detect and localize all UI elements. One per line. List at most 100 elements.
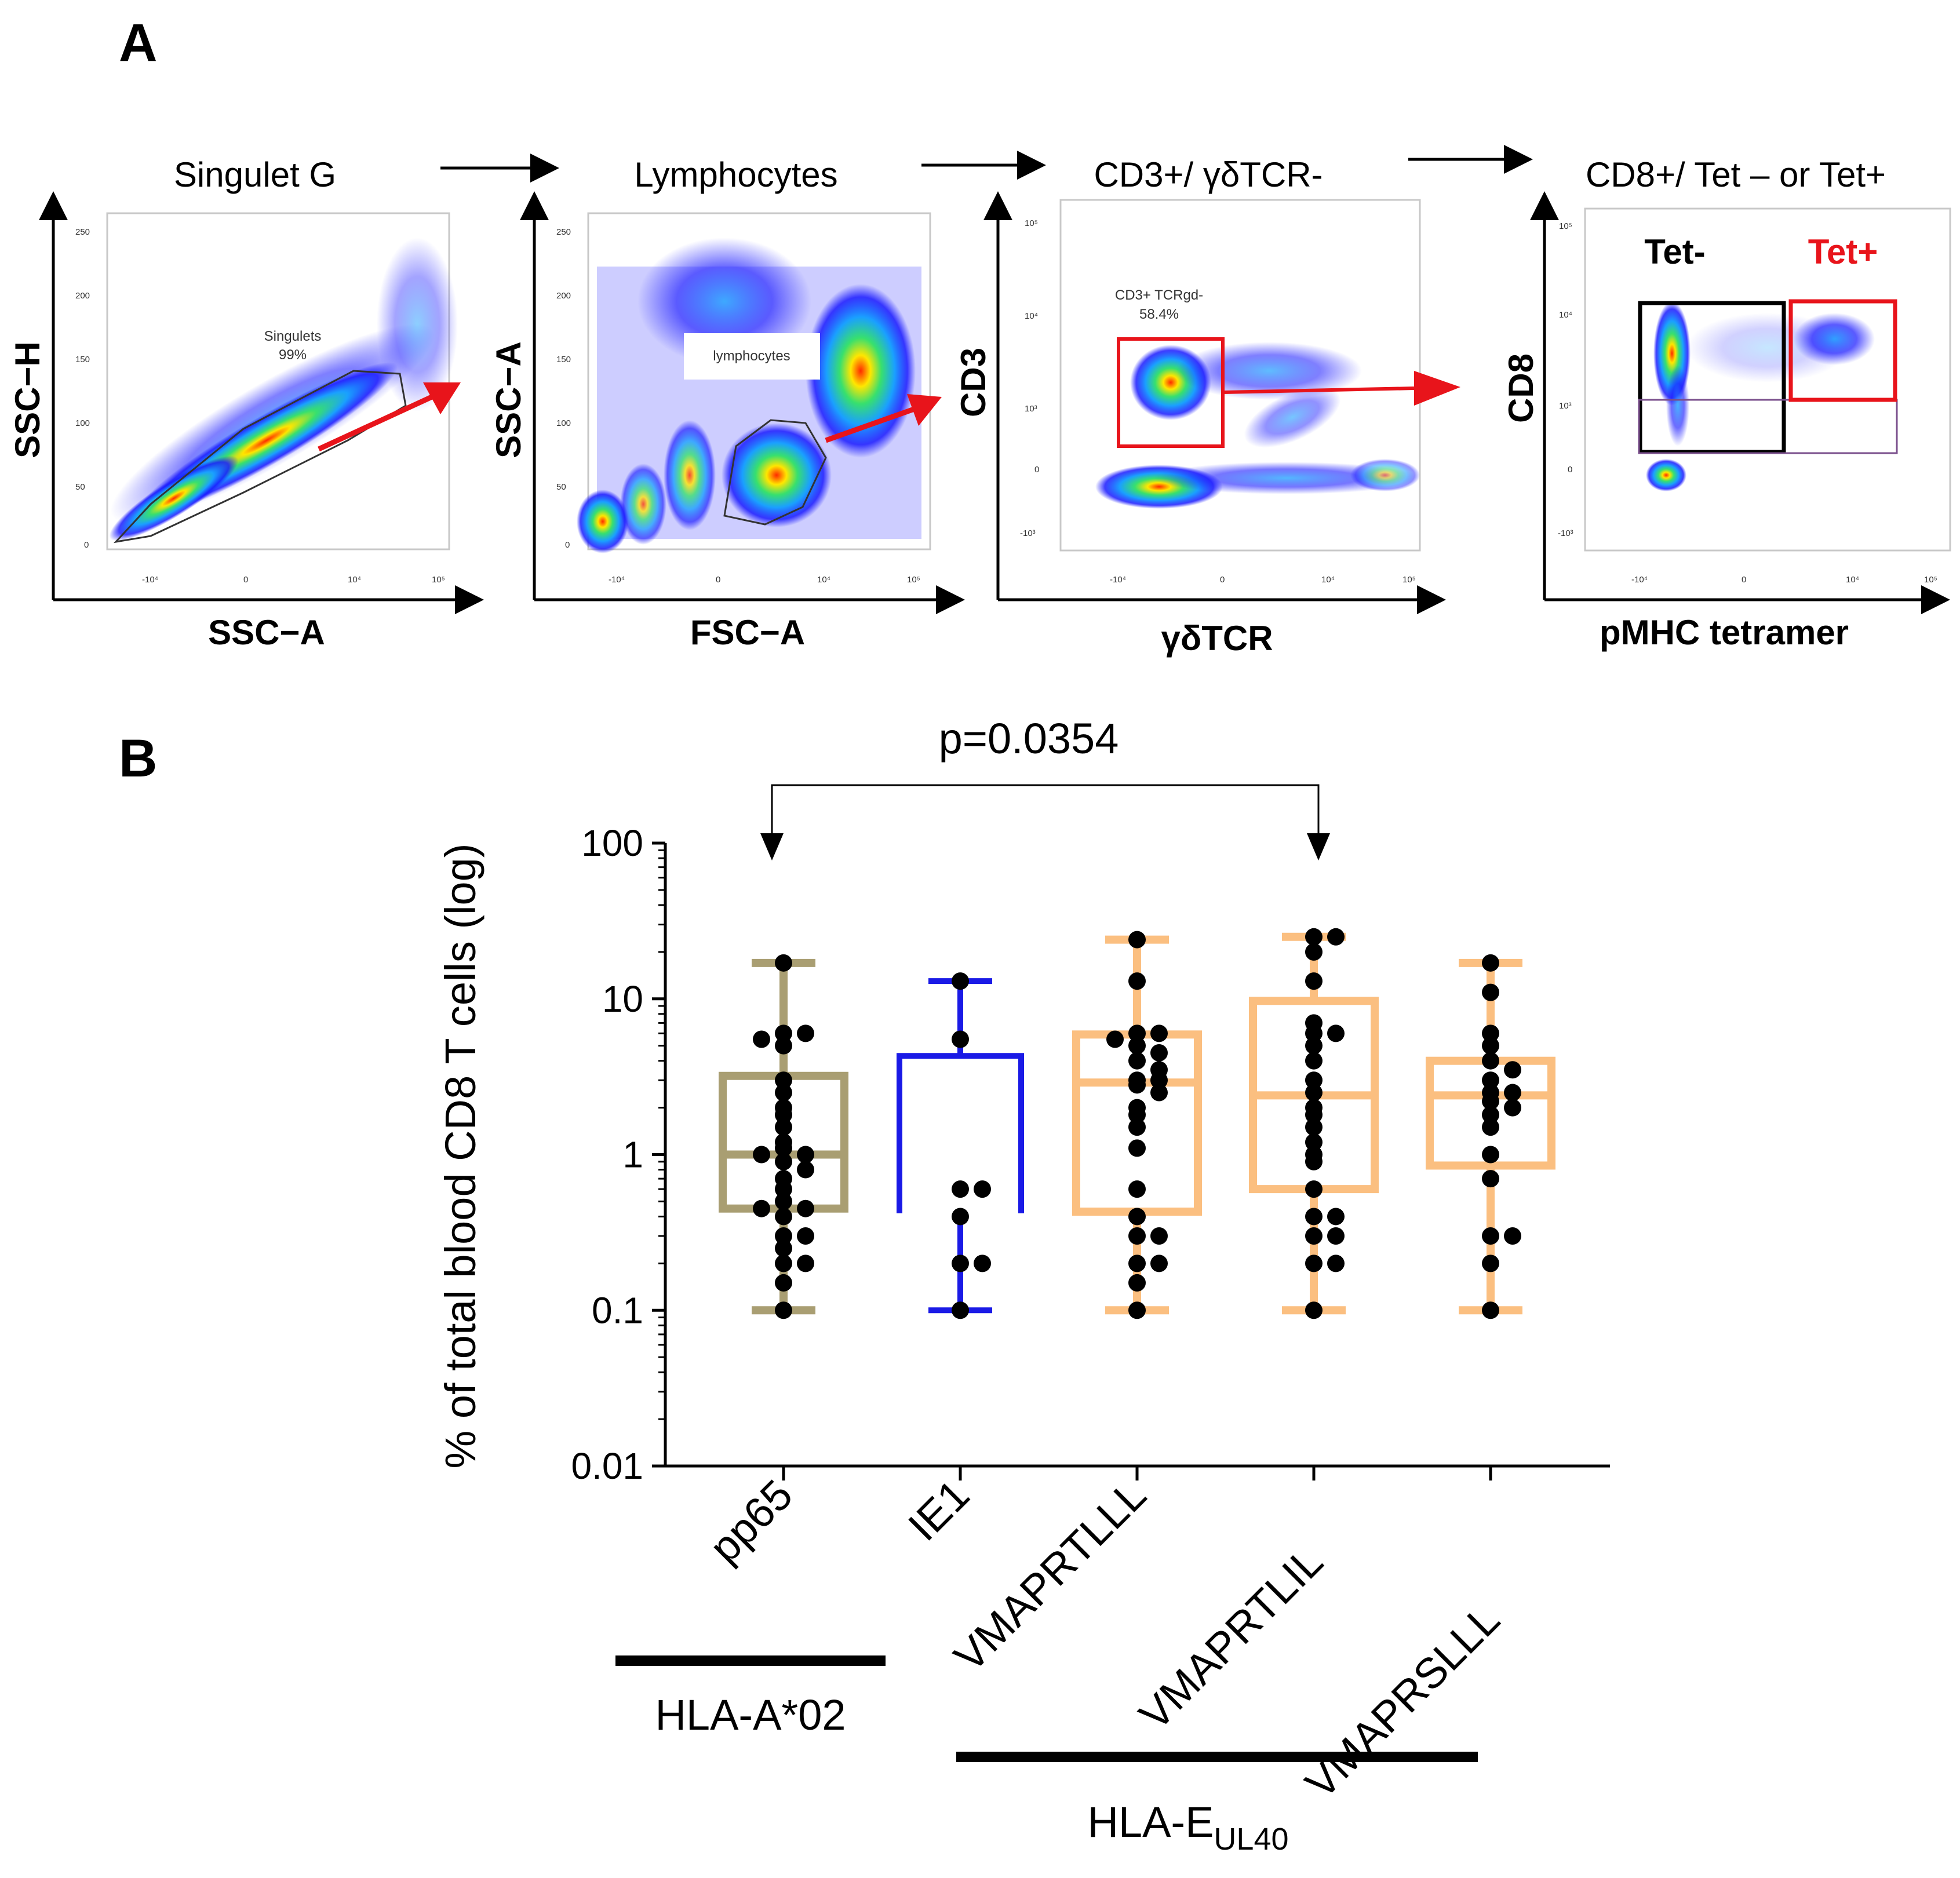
data-point bbox=[1150, 1227, 1168, 1245]
y-tick-label: 10 bbox=[602, 978, 643, 1020]
x-tick-label: VMAPRTLIL bbox=[1130, 1537, 1332, 1740]
data-point bbox=[775, 1274, 792, 1292]
x-axis-label: γδTCR bbox=[1161, 619, 1273, 658]
bracket-arrow-right bbox=[1307, 833, 1330, 860]
density-cloud bbox=[1646, 301, 1875, 491]
x-tick-label: pp65 bbox=[700, 1471, 802, 1572]
y-tick: 250 bbox=[75, 227, 90, 237]
data-point bbox=[1305, 943, 1323, 961]
flow-plot-singulets: Singulet G SSC−H SSC−A Singulets 99% -10… bbox=[8, 155, 484, 652]
p-value-label: p=0.0354 bbox=[939, 714, 1119, 763]
data-point bbox=[1128, 1024, 1146, 1042]
red-arrow-head bbox=[1414, 371, 1460, 406]
data-point bbox=[775, 1255, 792, 1272]
x-axis-label: pMHC tetramer bbox=[1600, 613, 1849, 652]
plot-title: Singulet G bbox=[174, 155, 336, 194]
density-cloud bbox=[577, 238, 921, 553]
density-cloud bbox=[109, 238, 458, 541]
y-tick: 10³ bbox=[1559, 401, 1572, 411]
data-point bbox=[1128, 1301, 1146, 1319]
data-point bbox=[1305, 1024, 1323, 1042]
y-axis-label: SSC−H bbox=[8, 341, 47, 458]
x-tick-label: IE1 bbox=[899, 1471, 978, 1550]
data-point bbox=[1504, 1227, 1521, 1245]
data-point bbox=[1128, 1227, 1146, 1245]
data-point bbox=[1106, 1030, 1124, 1048]
data-point bbox=[1305, 1208, 1323, 1226]
data-point bbox=[1128, 1208, 1146, 1226]
y-tick: 10⁴ bbox=[1025, 311, 1038, 321]
data-point bbox=[1150, 1071, 1168, 1089]
x-tick: 10⁴ bbox=[817, 575, 830, 585]
data-point bbox=[952, 1208, 969, 1226]
y-axis-label: CD3 bbox=[954, 348, 993, 417]
data-point bbox=[1482, 1118, 1499, 1136]
data-point bbox=[952, 1180, 969, 1198]
y-tick: 10⁵ bbox=[1559, 221, 1572, 231]
y-axis-label: CD8 bbox=[1502, 353, 1540, 423]
data-point bbox=[1128, 1052, 1146, 1070]
panel-a-letter: A bbox=[119, 13, 157, 72]
data-point bbox=[1504, 1099, 1521, 1117]
red-arrow-head bbox=[907, 394, 942, 426]
data-point bbox=[1305, 928, 1323, 946]
plot-frame bbox=[106, 212, 450, 550]
x-tick: 10⁴ bbox=[348, 575, 361, 585]
data-point bbox=[1482, 1037, 1499, 1055]
data-point bbox=[1482, 983, 1499, 1001]
data-point bbox=[797, 1199, 814, 1217]
x-tick: -10⁴ bbox=[142, 575, 158, 585]
gate-label-box bbox=[684, 333, 820, 380]
box-pp65 bbox=[719, 954, 848, 1319]
data-point bbox=[1504, 1061, 1521, 1079]
y-tick-label: 1 bbox=[622, 1134, 643, 1176]
x-tick: 0 bbox=[243, 575, 248, 585]
data-point bbox=[952, 972, 969, 990]
y-ticks: 100 10 1 0.1 0.01 bbox=[571, 822, 665, 1487]
y-axis-title: % of total blood CD8 T cells (log) bbox=[436, 844, 484, 1469]
hla-e-group-label: HLA-EUL40 bbox=[1087, 1798, 1288, 1857]
data-point bbox=[1128, 1255, 1146, 1272]
x-tick: -10⁴ bbox=[1631, 575, 1648, 585]
data-point bbox=[775, 1239, 792, 1257]
cd8-gate bbox=[1638, 399, 1898, 454]
x-tick-label: VMAPRSLLL bbox=[1296, 1595, 1509, 1808]
data-point bbox=[1128, 1076, 1146, 1094]
data-point bbox=[974, 1255, 991, 1272]
data-point bbox=[1305, 1180, 1323, 1198]
data-point bbox=[775, 1153, 792, 1170]
y-tick: 150 bbox=[75, 355, 90, 364]
data-point bbox=[775, 1071, 792, 1089]
tet-negative-gate bbox=[1638, 301, 1786, 454]
gate-value: 58.4% bbox=[1139, 307, 1179, 322]
data-point bbox=[1305, 1118, 1323, 1136]
data-point bbox=[1128, 1274, 1146, 1292]
y-tick-label: 0.1 bbox=[592, 1289, 643, 1331]
data-point bbox=[775, 1037, 792, 1055]
flow-plot-lymphocytes: Lymphocytes SSC−A FSC−A lymphocytes -10⁴… bbox=[489, 155, 965, 652]
data-point bbox=[1327, 1024, 1345, 1042]
plot-title: CD8+/ Tet – or Tet+ bbox=[1586, 155, 1886, 194]
data-point bbox=[1150, 1084, 1168, 1102]
data-point bbox=[1482, 1052, 1499, 1070]
x-tick: 10⁵ bbox=[1924, 575, 1937, 585]
data-point bbox=[775, 1106, 792, 1124]
x-tick: 0 bbox=[1742, 575, 1746, 585]
data-point bbox=[775, 1227, 792, 1245]
data-point bbox=[775, 1118, 792, 1136]
x-tick: 0 bbox=[1220, 575, 1225, 585]
box-IE1 bbox=[897, 972, 1024, 1319]
data-point bbox=[1305, 1037, 1323, 1055]
data-point bbox=[753, 1146, 770, 1164]
data-point bbox=[1128, 1037, 1146, 1055]
data-point bbox=[775, 1301, 792, 1319]
plot-frame bbox=[587, 212, 931, 550]
panel-b-letter: B bbox=[119, 729, 157, 788]
data-point bbox=[1150, 1044, 1168, 1062]
data-point bbox=[775, 1139, 792, 1157]
data-point bbox=[753, 1199, 770, 1217]
data-point bbox=[952, 1030, 969, 1048]
data-point bbox=[1128, 1180, 1146, 1198]
y-tick: 10³ bbox=[1025, 404, 1037, 414]
